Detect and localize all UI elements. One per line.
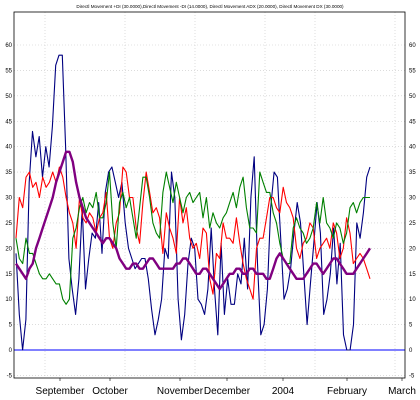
y-tick-label-left-13: 60 [5, 43, 12, 49]
y-tick-label-left-2: 5 [9, 323, 13, 329]
y-tick-label-left-5: 20 [5, 246, 12, 252]
series-line-3 [14, 150, 372, 291]
y-tick-label-right-4: 15 [409, 272, 416, 278]
y-tick-label-left-3: 10 [5, 297, 12, 303]
y-tick-label-right-10: 45 [409, 119, 416, 125]
y-tick-label-left-7: 30 [5, 196, 12, 202]
y-tick-label-left-10: 45 [5, 119, 12, 125]
series-line-1 [15, 166, 371, 300]
series-line-2 [15, 171, 370, 305]
y-tick-label-left-9: 40 [5, 145, 12, 151]
x-tick-label-5: February [327, 386, 367, 397]
y-tick-label-right-11: 50 [409, 94, 416, 100]
y-tick-label-right-5: 20 [409, 246, 416, 252]
y-tick-label-left-4: 15 [5, 272, 12, 278]
y-tick-label-left-11: 50 [5, 94, 12, 100]
y-tick-label-right-0: -5 [409, 373, 415, 379]
x-tick-label-4: 2004 [272, 386, 295, 397]
x-tick-label-0: September [36, 386, 86, 397]
y-tick-label-right-3: 10 [409, 297, 416, 303]
y-tick-label-left-1: 0 [9, 348, 13, 354]
chart-title: Directl Movement +DI (30.0000),Directl M… [76, 4, 344, 9]
series-group [14, 54, 372, 351]
x-tick-label-3: December [204, 386, 251, 397]
y-tick-label-right-7: 30 [409, 196, 416, 202]
right-y-axis: -5 0 5 10 15 20 25 30 35 40 45 50 55 60 [409, 43, 416, 379]
y-tick-label-left-8: 35 [5, 170, 12, 176]
y-tick-label-right-6: 25 [409, 221, 416, 227]
plot-border [13, 11, 406, 379]
x-axis: September October November December 2004 Febr… [36, 378, 416, 397]
y-tick-label-left-0: -5 [7, 373, 13, 379]
y-tick-label-right-1: 0 [409, 348, 413, 354]
x-tick-label-2: November [157, 386, 204, 397]
y-tick-label-right-12: 55 [409, 68, 416, 74]
y-tick-label-left-12: 55 [5, 68, 12, 74]
series-line-0 [15, 54, 371, 351]
y-tick-label-right-8: 35 [409, 170, 416, 176]
y-tick-label-right-9: 40 [409, 145, 416, 151]
y-tick-label-right-13: 60 [409, 43, 416, 49]
x-tick-label-1: October [92, 386, 128, 397]
x-tick-label-6: March [388, 386, 416, 397]
plot-frame [13, 11, 406, 379]
y-tick-label-right-2: 5 [409, 323, 413, 329]
y-tick-label-left-6: 25 [5, 221, 12, 227]
left-y-axis: -5 0 5 10 15 20 25 30 35 40 45 50 55 60 [5, 43, 12, 379]
